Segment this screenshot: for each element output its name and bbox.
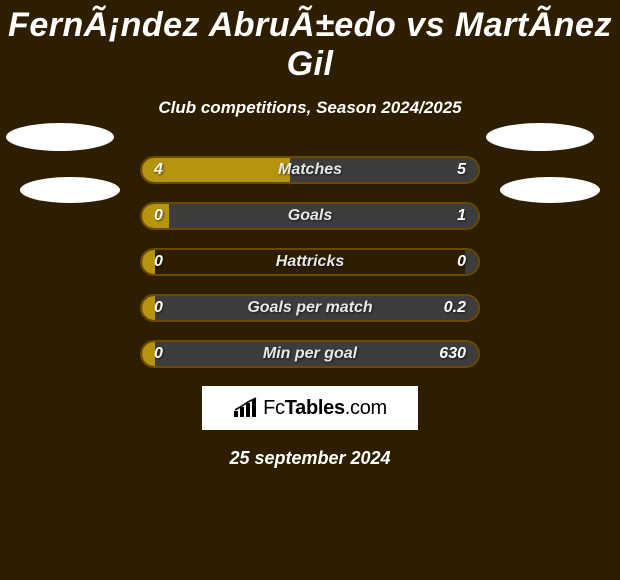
- stat-left-value: 0: [154, 207, 163, 225]
- stat-left-value: 0: [154, 253, 163, 271]
- stat-right-value: 630: [439, 345, 466, 363]
- brand-bold: Tables: [285, 397, 345, 419]
- decorative-ellipse: [6, 123, 114, 151]
- brand-prefix: Fc: [263, 397, 285, 419]
- stat-row: 0 630 Min per goal: [140, 340, 480, 368]
- brand-suffix: .com: [345, 397, 387, 419]
- stat-right-value: 0.2: [444, 299, 466, 317]
- stat-left-value: 0: [154, 345, 163, 363]
- stat-label: Matches: [278, 161, 342, 179]
- stat-row: 4 5 Matches: [140, 156, 480, 184]
- stat-row-left-fill: [142, 158, 290, 182]
- brand-chart-icon: [233, 397, 259, 419]
- page-title: FernÃ¡ndez AbruÃ±edo vs MartÃ­nez Gil: [0, 0, 620, 84]
- brand-text: FcTables.com: [263, 397, 387, 420]
- brand-box: FcTables.com: [202, 386, 418, 430]
- stat-right-value: 0: [457, 253, 466, 271]
- comparison-infographic: FernÃ¡ndez AbruÃ±edo vs MartÃ­nez Gil Cl…: [0, 0, 620, 580]
- stat-right-value: 1: [457, 207, 466, 225]
- decorative-ellipse: [500, 177, 600, 203]
- infographic-date: 25 september 2024: [0, 448, 620, 469]
- stat-label: Goals: [288, 207, 332, 225]
- stat-left-value: 0: [154, 299, 163, 317]
- stat-label: Min per goal: [263, 345, 357, 363]
- stat-left-value: 4: [154, 161, 163, 179]
- stat-rows-container: 4 5 Matches 0 1 Goals 0 0 Hattricks 0 0.2 Goals per…: [140, 156, 480, 368]
- stat-label: Goals per match: [247, 299, 372, 317]
- page-subtitle: Club competitions, Season 2024/2025: [0, 98, 620, 118]
- decorative-ellipse: [20, 177, 120, 203]
- stat-right-value: 5: [457, 161, 466, 179]
- stat-row: 0 1 Goals: [140, 202, 480, 230]
- stat-row-right-fill: [465, 250, 478, 274]
- decorative-ellipse: [486, 123, 594, 151]
- stat-label: Hattricks: [276, 253, 344, 271]
- stat-row: 0 0.2 Goals per match: [140, 294, 480, 322]
- stat-row: 0 0 Hattricks: [140, 248, 480, 276]
